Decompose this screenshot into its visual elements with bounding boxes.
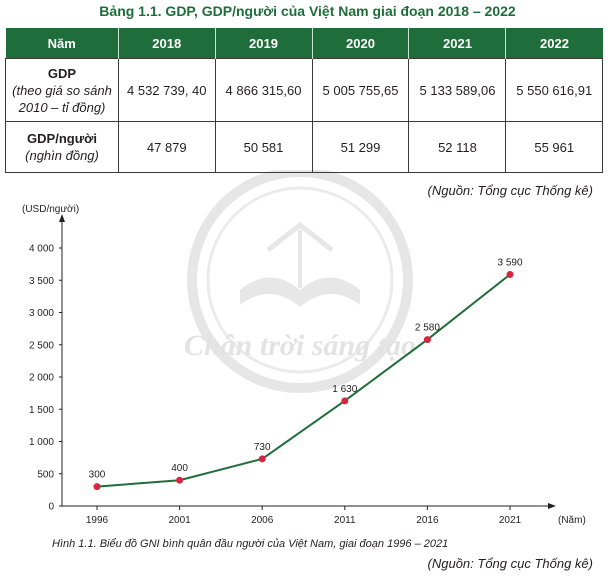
table-cell: 5 133 589,06 bbox=[408, 58, 507, 122]
x-tick-label: 2001 bbox=[168, 515, 191, 526]
data-label: 3 590 bbox=[497, 257, 522, 268]
table-cell: 55 961 bbox=[505, 121, 603, 173]
y-tick-label: 4 000 bbox=[29, 244, 54, 255]
table-cell: 52 118 bbox=[408, 121, 507, 173]
x-axis-arrow bbox=[548, 503, 556, 509]
x-tick-label: 2006 bbox=[251, 515, 274, 526]
header-2021: 2021 bbox=[408, 28, 506, 59]
data-point bbox=[93, 483, 101, 491]
table-row-gdp: GDP (theo giá so sánh 2010 – tỉ đồng) 4 … bbox=[4, 58, 603, 122]
data-point bbox=[423, 336, 431, 344]
header-2018: 2018 bbox=[118, 28, 216, 59]
watermark-text: Chân trời sáng tạo bbox=[184, 329, 416, 362]
gdp-table: Năm 2018 2019 2020 2021 2022 GDP (theo g… bbox=[4, 28, 603, 173]
table-source: (Nguồn: Tổng cục Thống kê) bbox=[427, 183, 593, 198]
x-axis-label: (Năm) bbox=[558, 515, 586, 526]
data-label: 300 bbox=[89, 470, 106, 481]
y-tick-label: 2 500 bbox=[29, 340, 54, 351]
table-header-row: Năm 2018 2019 2020 2021 2022 bbox=[5, 28, 603, 59]
table-title: Bảng 1.1. GDP, GDP/người của Việt Nam gi… bbox=[99, 3, 516, 19]
row-label-sub: (theo giá so sánh 2010 – tỉ đồng) bbox=[12, 82, 112, 115]
header-2020: 2020 bbox=[311, 28, 409, 59]
y-tick-label: 2 000 bbox=[29, 373, 54, 384]
row-label-main: GDP bbox=[47, 65, 77, 81]
chart-source: (Nguồn: Tổng cục Thống kê) bbox=[427, 556, 593, 571]
y-axis-label: (USD/người) bbox=[22, 204, 79, 215]
header-2019: 2019 bbox=[214, 28, 312, 59]
y-tick-label: 1 000 bbox=[29, 437, 54, 448]
table-cell: 50 581 bbox=[214, 121, 313, 173]
y-axis-arrow bbox=[59, 214, 65, 222]
chart-caption: Hình 1.1. Biểu đồ GNI bình quân đầu ngườ… bbox=[52, 538, 449, 550]
y-tick-label: 3 000 bbox=[29, 308, 54, 319]
data-label: 400 bbox=[171, 463, 188, 474]
table-cell: 51 299 bbox=[311, 121, 410, 173]
data-point bbox=[341, 397, 349, 405]
table-cell: 47 879 bbox=[118, 121, 216, 173]
x-tick-label: 2016 bbox=[416, 515, 439, 526]
row-label-gdp-per-capita: GDP/người (nghìn đồng) bbox=[4, 121, 120, 173]
row-label-gdp: GDP (theo giá so sánh 2010 – tỉ đồng) bbox=[4, 58, 120, 122]
y-tick-label: 500 bbox=[37, 469, 54, 480]
data-label: 730 bbox=[254, 442, 271, 453]
x-tick-label: 1996 bbox=[86, 515, 109, 526]
series-line bbox=[96, 273, 511, 488]
data-point bbox=[258, 455, 266, 463]
row-label-main: GDP/người bbox=[27, 131, 97, 146]
gni-line-chart: 0 500 1 000 1 500 2 000 2 500 3 000 3 500 4 000 1… bbox=[22, 204, 586, 526]
table-cell: 4 532 739, 40 bbox=[118, 58, 216, 122]
table-cell: 5 550 616,91 bbox=[505, 58, 603, 122]
y-tick-label: 3 500 bbox=[29, 276, 54, 287]
data-point bbox=[506, 270, 514, 278]
data-label: 2 580 bbox=[415, 323, 440, 334]
table-row-gdp-per-capita: GDP/người (nghìn đồng) 47 879 50 581 51 … bbox=[4, 121, 603, 173]
y-tick-label: 0 bbox=[48, 502, 54, 513]
table-cell: 5 005 755,65 bbox=[311, 58, 410, 122]
data-label: 1 630 bbox=[332, 384, 357, 395]
row-label-sub: (nghìn đồng) bbox=[25, 148, 99, 163]
header-year: Năm bbox=[5, 28, 119, 59]
y-tick-label: 1 500 bbox=[29, 405, 54, 416]
header-2022: 2022 bbox=[505, 28, 603, 59]
table-cell: 4 866 315,60 bbox=[214, 58, 313, 122]
data-point bbox=[176, 476, 184, 484]
x-tick-label: 2021 bbox=[499, 515, 522, 526]
x-tick-label: 2011 bbox=[334, 515, 356, 526]
